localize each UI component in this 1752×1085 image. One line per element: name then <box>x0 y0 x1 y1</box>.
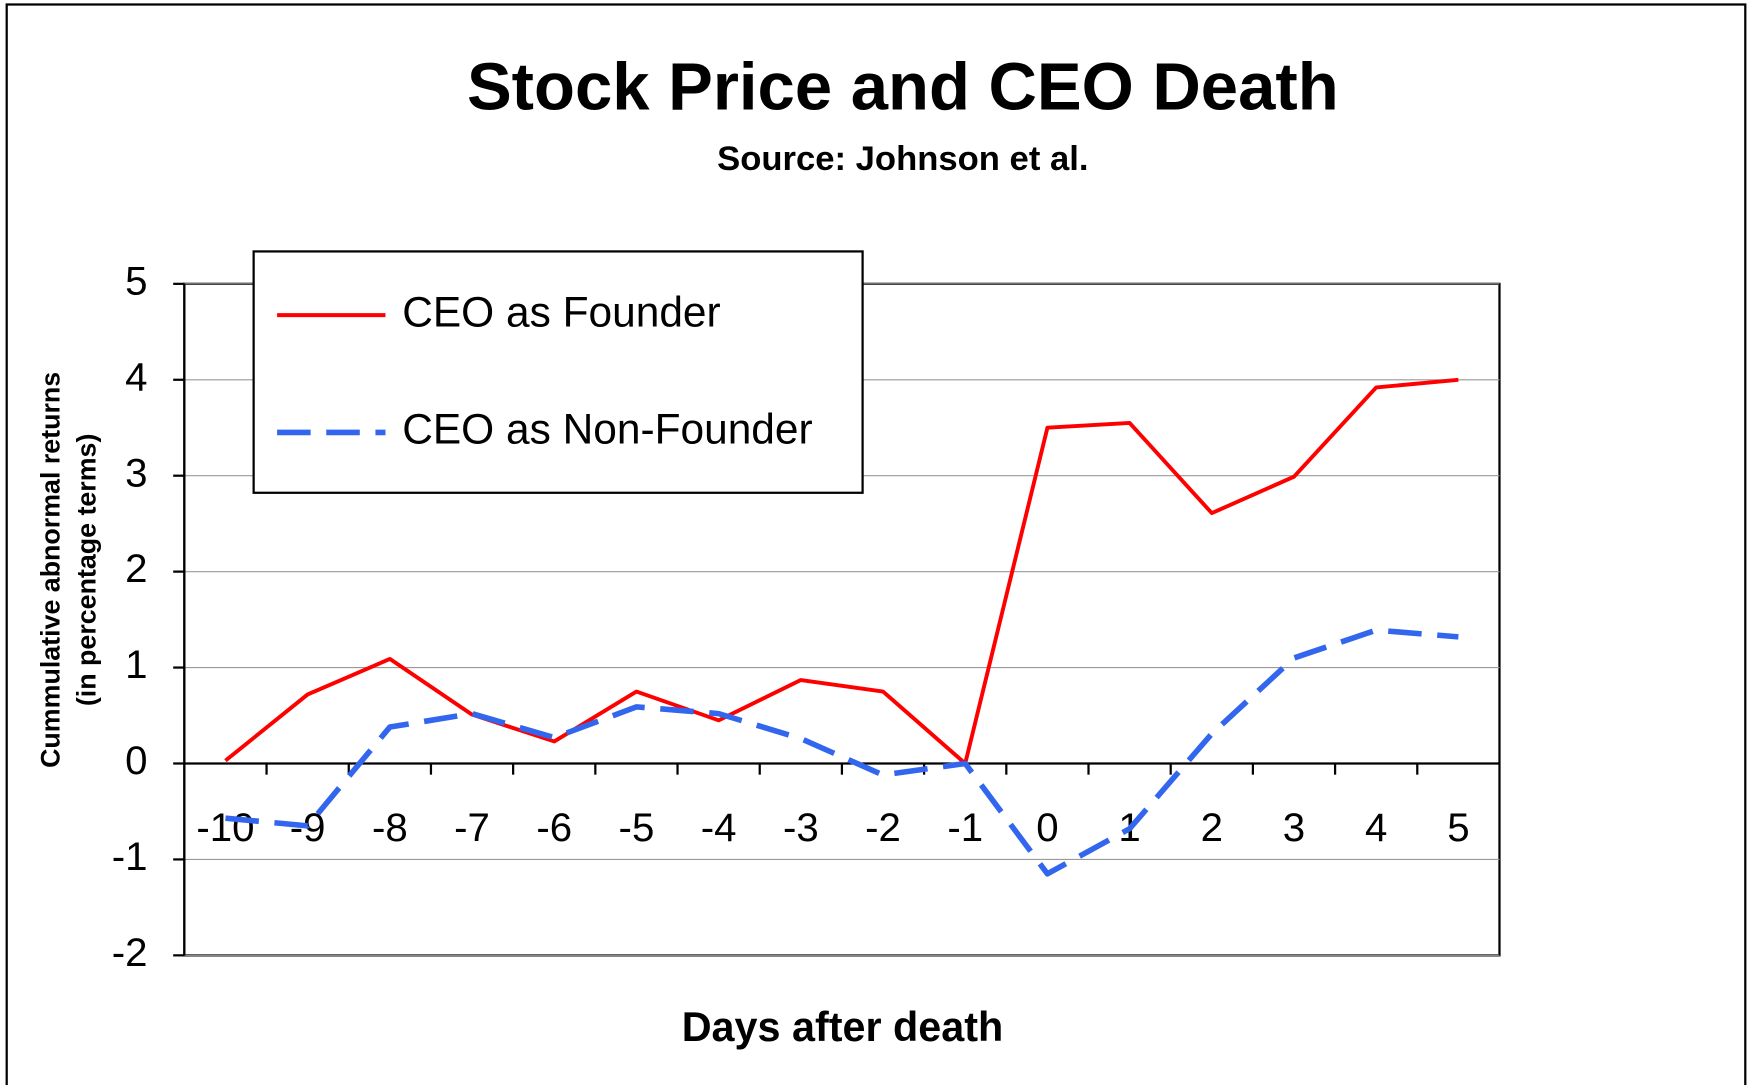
x-axis-label: Days after death <box>682 1004 1004 1050</box>
x-tick-label: 0 <box>1036 805 1058 850</box>
x-tick-label: -2 <box>865 805 901 850</box>
x-tick-label: 4 <box>1365 805 1387 850</box>
legend-label: CEO as Founder <box>402 288 720 335</box>
x-tick-label: 2 <box>1201 805 1223 850</box>
x-tick-label: -8 <box>372 805 408 850</box>
legend-box <box>252 250 864 494</box>
x-tick-label: -4 <box>701 805 737 850</box>
x-tick-label: -10 <box>196 805 254 850</box>
y-axis-label-line: Cummulative abnormal returns <box>36 372 66 768</box>
x-tick-label: -5 <box>619 805 655 850</box>
x-tick-label: 3 <box>1283 805 1305 850</box>
y-axis-label-line: (in percentage terms) <box>71 434 101 707</box>
legend: CEO as Founder CEO as Non-Founder <box>252 250 864 494</box>
y-tick-label: -2 <box>112 930 148 975</box>
x-tick-label: -3 <box>783 805 819 850</box>
y-tick-label: 5 <box>125 258 147 303</box>
y-tick-label: 3 <box>125 450 147 495</box>
y-tick-label: 4 <box>125 354 147 399</box>
series-line <box>224 377 1459 766</box>
series-line <box>225 627 1459 877</box>
x-tick-label: -6 <box>536 805 572 850</box>
y-tick-label: 2 <box>125 546 147 591</box>
chart-title: Stock Price and CEO Death <box>467 49 1339 124</box>
legend-label: CEO as Non-Founder <box>402 406 812 453</box>
x-tick-label: 5 <box>1447 805 1469 850</box>
y-tick-label: -1 <box>112 834 148 879</box>
y-tick-label: 0 <box>125 738 147 783</box>
y-tick-label: 1 <box>125 642 147 687</box>
x-tick-label: -1 <box>947 805 983 850</box>
x-tick-label: -7 <box>454 805 490 850</box>
y-axis-label: Cummulative abnormal returns (in percent… <box>36 372 102 768</box>
chart-subtitle: Source: Johnson et al. <box>717 140 1088 178</box>
